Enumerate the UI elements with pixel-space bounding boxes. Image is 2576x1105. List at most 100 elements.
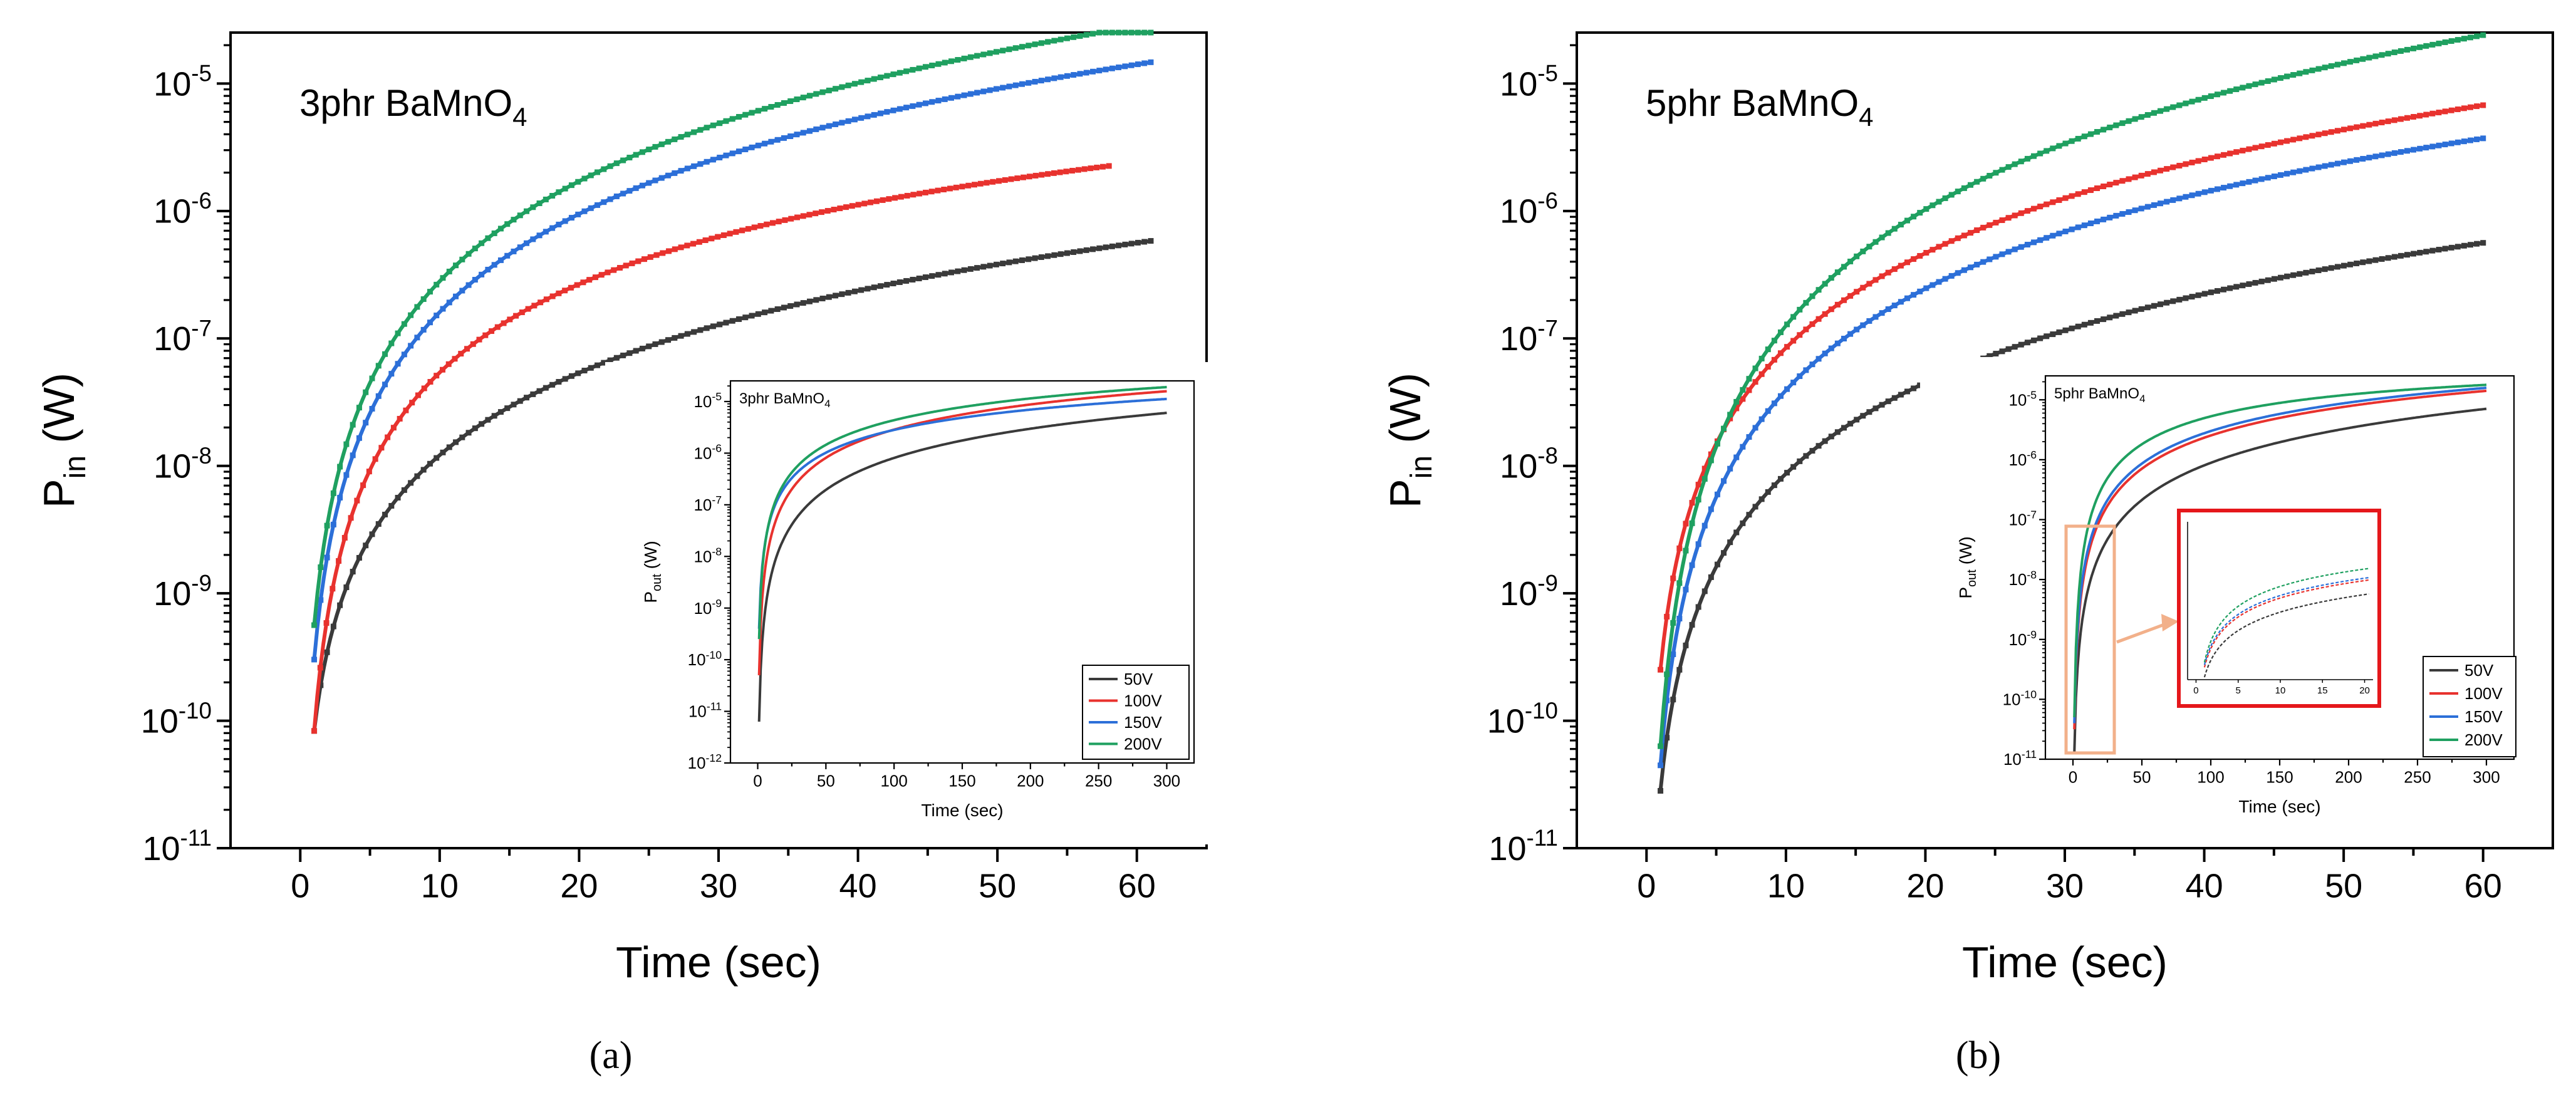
a-main-marker-150V [626, 188, 633, 194]
b-main-marker-100V [1911, 256, 1917, 262]
a-inset-y-tick-base: 10 [688, 702, 707, 721]
a-main-marker-50V [851, 288, 858, 294]
b-main-y-tick-base: 10 [1488, 830, 1526, 868]
a-main-marker-50V [343, 584, 350, 590]
a-main-marker-100V [538, 299, 544, 306]
a-main-y-axis-label: Pin (W) [34, 373, 92, 508]
b-main-marker-150V [2290, 169, 2297, 175]
b-main-marker-200V [1980, 175, 1987, 182]
a-main-marker-50V [774, 306, 781, 313]
a-main-marker-200V [620, 157, 626, 163]
a-main-marker-50V [890, 280, 896, 286]
b-main-marker-100V [1758, 371, 1765, 377]
b-inset-legend-label-100V: 100V [2464, 684, 2503, 703]
b-main-marker-150V [2309, 165, 2315, 172]
b-main-marker-150V [2081, 222, 2087, 229]
a-inset-y-tick-exponent: -10 [706, 648, 722, 661]
b-main-marker-50V [2354, 260, 2360, 266]
b-zoom-series-200V [2203, 568, 2369, 663]
b-main-marker-200V [2158, 108, 2164, 114]
a-main-marker-200V [774, 101, 781, 108]
b-main-marker-100V [1993, 219, 1999, 226]
a-main-marker-50V [588, 365, 594, 371]
b-main-marker-150V [2094, 218, 2101, 224]
a-inset-y-tick-exponent: -6 [712, 442, 722, 455]
a-main-marker-100V [317, 665, 323, 671]
a-main-marker-50V [1051, 252, 1057, 258]
a-main-marker-100V [623, 262, 629, 269]
a-main-marker-50V [691, 329, 697, 335]
a-main-marker-200V [884, 73, 890, 79]
a-inset-legend-label-150V: 150V [1124, 713, 1162, 732]
a-main-marker-200V [974, 53, 980, 59]
a-main-marker-50V [472, 425, 478, 432]
b-inset-x-axis-label: Time (sec) [2238, 797, 2320, 816]
b-main-marker-150V [1904, 295, 1910, 301]
b-main-marker-50V [1872, 405, 1879, 412]
a-main-marker-200V [524, 208, 530, 214]
b-main-marker-100V [2385, 118, 2391, 125]
b-main-marker-50V [2183, 295, 2189, 301]
a-main-marker-50V [736, 316, 742, 322]
a-main-marker-100V [1039, 172, 1045, 178]
a-main-marker-100V [977, 180, 984, 187]
b-main-marker-200V [2240, 85, 2246, 91]
a-main-marker-200V [942, 60, 948, 66]
b-main-marker-100V [1854, 289, 1860, 295]
b-inset-title-main: 5phr BaMnO [2054, 385, 2139, 402]
a-main-marker-150V [420, 326, 427, 333]
b-main-marker-200V [1708, 457, 1714, 464]
b-main-marker-100V [2126, 176, 2132, 182]
b-inset-y-tick-exponent: -10 [2021, 688, 2037, 701]
a-main-marker-200V [427, 289, 433, 295]
a-main-marker-200V [1006, 46, 1012, 53]
a-main-marker-150V [1109, 65, 1115, 71]
b-main-marker-100V [1701, 465, 1708, 472]
a-main-marker-200V [646, 147, 652, 153]
a-main-marker-150V [318, 597, 324, 603]
b-main-marker-200V [1936, 199, 1942, 205]
b-main-marker-50V [2208, 289, 2214, 296]
b-main-marker-50V [1758, 496, 1765, 502]
a-main-marker-100V [1026, 174, 1032, 180]
a-inset-y-tick-exponent: -12 [706, 752, 722, 764]
b-main-marker-100V [2132, 174, 2138, 180]
b-main-marker-150V [1695, 541, 1701, 547]
a-main-marker-50V [697, 327, 704, 333]
a-main-marker-200V [781, 100, 787, 106]
a-main-marker-100V [348, 515, 354, 521]
a-main-marker-150V [980, 88, 987, 95]
b-main-marker-200V [2297, 70, 2303, 76]
b-main-marker-50V [2309, 268, 2315, 274]
a-main-marker-150V [665, 172, 672, 179]
b-main-marker-100V [2252, 145, 2258, 151]
b-main-marker-50V [2170, 298, 2176, 304]
a-main-marker-150V [497, 257, 504, 263]
a-main-marker-150V [717, 154, 723, 160]
b-inset-title-sub: 4 [2139, 393, 2145, 405]
a-main-marker-50V [517, 398, 523, 404]
b-main-marker-50V [1727, 539, 1733, 546]
b-main-marker-150V [1658, 762, 1664, 769]
b-main-marker-100V [1866, 281, 1872, 287]
b-main-marker-150V [2075, 224, 2081, 231]
b-main-marker-50V [2277, 274, 2283, 281]
a-main-y-tick-base: 10 [142, 830, 180, 868]
b-main-y-tick-exponent: -9 [1537, 570, 1558, 596]
b-main-marker-50V [1828, 433, 1834, 440]
b-main-marker-150V [1752, 425, 1758, 431]
b-main-marker-100V [1898, 262, 1904, 269]
b-main-marker-100V [2328, 129, 2334, 135]
b-main-marker-200V [2119, 120, 2126, 127]
b-main-marker-100V [2221, 152, 2227, 158]
a-main-marker-200V [652, 143, 658, 150]
b-main-marker-100V [1917, 252, 1923, 259]
a-main-marker-150V [1026, 80, 1032, 86]
b-main-y-tick-exponent: -8 [1537, 443, 1558, 469]
b-main-marker-150V [2442, 142, 2448, 148]
a-main-marker-200V [729, 116, 735, 122]
a-main-marker-200V [1057, 36, 1064, 43]
a-inset-y-tick-base: 10 [688, 650, 706, 669]
a-main-marker-150V [1096, 68, 1103, 74]
b-inset-series-100V [2073, 389, 2487, 730]
